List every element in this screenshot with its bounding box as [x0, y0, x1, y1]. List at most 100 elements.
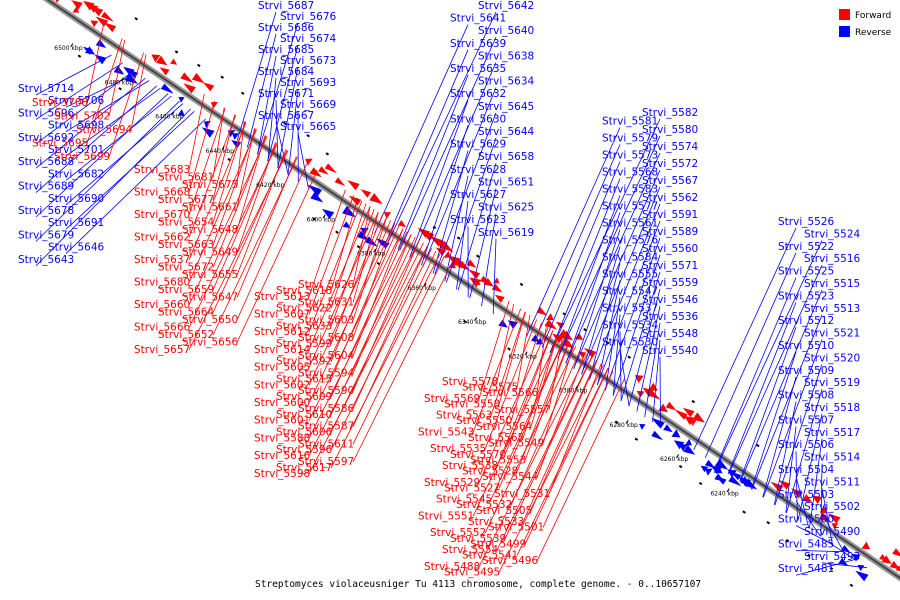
reverse-gene-label: Strvi_5506 [778, 439, 835, 451]
reverse-gene-label: Strvi_5562 [642, 192, 698, 204]
forward-gene-label: Strvi_5637 [134, 254, 190, 266]
reverse-feature-arrow [314, 189, 323, 196]
forward-feature-arrow [348, 195, 362, 206]
reverse-feature-arrow [310, 191, 324, 203]
forward-leader-line [212, 156, 298, 336]
forward-gene-label: Strvi_5656 [182, 337, 239, 349]
forward-gene-label: Strvi_5531 [494, 488, 550, 500]
reverse-leader-line [387, 11, 497, 243]
reverse-leader-line [557, 135, 661, 359]
reverse-gene-label: Strvi_5546 [642, 294, 699, 306]
forward-leader-line [108, 52, 144, 158]
reverse-gene-label: Strvi_5676 [280, 11, 337, 23]
reverse-feature-arrow [728, 475, 742, 487]
reverse-gene-label: Strvi_5632 [450, 88, 506, 100]
reverse-leader-line [820, 463, 823, 537]
forward-leader-line [330, 248, 433, 451]
forward-leader-line [108, 39, 126, 117]
forward-leader-line [352, 222, 396, 339]
forward-gene-label: Strvi_5596 [276, 444, 333, 456]
reverse-gene-label: Strvi_5490 [804, 526, 860, 538]
forward-leader-line [478, 327, 549, 483]
forward-gene-label: Strvi_5612 [254, 326, 310, 338]
forward-feature-arrow [70, 0, 72, 1]
reverse-gene-label: Strvi_5629 [450, 139, 506, 151]
forward-leader-line [478, 300, 510, 399]
forward-leader-line [352, 262, 453, 463]
reverse-leader-line [581, 246, 621, 375]
forward-gene-label: Strvi_5558 [444, 398, 500, 410]
forward-leader-line [498, 364, 604, 573]
reverse-gene-label: Strvi_5560 [642, 243, 698, 255]
forward-leader-line [212, 107, 225, 178]
forward-leader-line [236, 170, 318, 343]
reverse-feature-arrow [683, 444, 696, 455]
reverse-feature-arrow [851, 553, 861, 562]
forward-feature-arrow [334, 177, 346, 186]
forward-gene-label: Strvi_5611 [298, 438, 354, 450]
reverse-leader-line [821, 562, 868, 569]
forward-gene-label: Strvi_5586 [298, 403, 355, 415]
reverse-gene-label: Strvi_5690 [48, 193, 104, 205]
reverse-gene-label: Strvi_5688 [18, 156, 74, 168]
forward-leader-line [472, 334, 561, 517]
reverse-gene-label: Strvi_5638 [478, 50, 534, 62]
reverse-gene-label: Strvi_5509 [778, 365, 834, 377]
position-dot [849, 583, 854, 587]
forward-leader-line [484, 345, 577, 534]
forward-gene-label: Strvi_5599 [276, 338, 332, 350]
forward-gene-label: Strvi_5552 [430, 527, 486, 539]
forward-leader-line [484, 319, 538, 450]
position-dot [583, 328, 587, 332]
forward-feature-arrow [690, 420, 697, 426]
reverse-leader-line [35, 108, 192, 267]
tick-mark [373, 248, 377, 253]
forward-leader-line [498, 338, 565, 489]
reverse-gene-label: Strvi_5502 [804, 501, 860, 513]
forward-feature-arrow [305, 158, 313, 166]
reverse-leader-line [257, 22, 299, 155]
tick-mark [120, 77, 124, 82]
forward-gene-label: Strvi_5570 [450, 449, 506, 461]
forward-leader-line [516, 367, 609, 556]
reverse-gene-label: Strvi_5512 [778, 315, 834, 327]
reverse-gene-label: Strvi_5571 [642, 260, 698, 272]
reverse-feature-arrow [857, 564, 865, 572]
reverse-feature-arrow [113, 65, 125, 75]
forward-feature-arrow [658, 403, 668, 413]
reverse-leader-line [797, 413, 823, 521]
reverse-leader-line [728, 265, 823, 475]
tick-label: 6420 kbp [256, 182, 284, 189]
tick-mark [524, 351, 528, 356]
forward-gene-label: Strvi_5594 [298, 368, 355, 380]
reverse-gene-label: Strvi_5591 [642, 209, 698, 221]
reverse-leader-line [821, 537, 856, 561]
reverse-gene-label: Strvi_5665 [280, 121, 336, 133]
forward-feature-arrow [466, 259, 477, 268]
reverse-leader-line [774, 364, 823, 506]
position-dot [766, 521, 771, 525]
position-dot [356, 245, 361, 249]
leader-lines [35, 11, 868, 576]
tick-label: 6360 kbp [408, 285, 436, 292]
reverse-leader-line [409, 100, 469, 258]
reverse-gene-label: Strvi_5640 [478, 25, 534, 37]
reverse-leader-line [795, 451, 798, 521]
forward-gene-label: Strvi_5543 [418, 426, 474, 438]
reverse-feature-arrow [639, 424, 646, 430]
reverse-leader-line [565, 212, 621, 364]
reverse-gene-label: Strvi_5581 [602, 116, 658, 128]
forward-gene-label: Strvi_5553 [470, 454, 526, 466]
reverse-gene-label: Strvi_5572 [642, 158, 698, 170]
reverse-gene-label: Strvi_5698 [48, 120, 104, 132]
forward-leader-line [330, 225, 400, 380]
reverse-gene-label: Strvi_5619 [478, 227, 534, 239]
reverse-gene-label: Strvi_5561 [602, 218, 658, 230]
forward-feature-arrow [457, 260, 470, 271]
forward-gene-label: Strvi_5655 [182, 269, 238, 281]
forward-gene-label: Strvi_5496 [482, 555, 539, 567]
forward-leader-line [510, 349, 581, 506]
forward-leader-line [496, 303, 515, 383]
forward-gene-label: Strvi_5660 [134, 299, 190, 311]
reverse-gene-label: Strvi_5523 [778, 290, 834, 302]
